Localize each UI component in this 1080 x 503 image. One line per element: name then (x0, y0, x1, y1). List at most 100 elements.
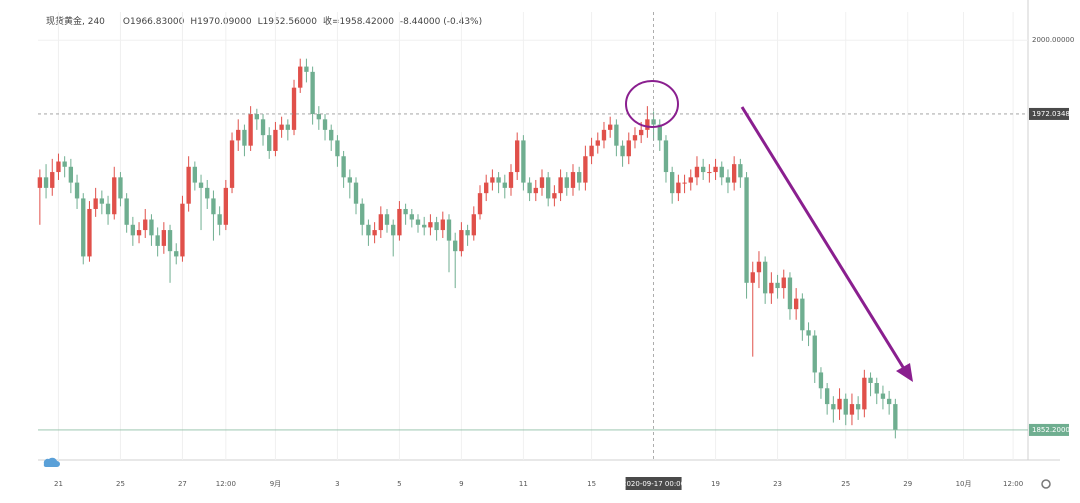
quote-change: -8.44000 (-0.43%) (399, 17, 483, 27)
x-tick-label: 25 (116, 480, 125, 488)
candle-body (186, 166, 191, 204)
candle-body (515, 140, 520, 173)
candle-body (632, 135, 638, 141)
x-tick-label: 15 (587, 480, 596, 488)
candle-body (831, 404, 836, 410)
cloud-icon (43, 457, 60, 468)
crosshair-y-box (1029, 107, 1069, 120)
candle-body (285, 124, 290, 130)
x-tick-label: 25 (841, 480, 850, 488)
candle-body (440, 219, 445, 231)
candle-body (366, 224, 371, 236)
candle-body (205, 187, 210, 199)
candle-body (353, 182, 359, 204)
candle-body (180, 203, 185, 257)
crosshair-x-box (625, 477, 682, 490)
quote-high: H1970.09000 (190, 17, 252, 27)
candle-body (818, 372, 824, 389)
candle-body (198, 182, 204, 188)
candle-body (248, 114, 253, 146)
candle-body (397, 208, 402, 236)
candle-body (824, 388, 830, 405)
candle-body (384, 214, 390, 225)
header: 现货黄金, 240 O1966.83000 H1970.09000 L1952.560… (46, 14, 488, 27)
candle-body (167, 230, 173, 252)
candle-body (229, 140, 235, 188)
settings-icon[interactable] (1041, 479, 1051, 489)
candle-body (886, 398, 892, 405)
candle-body (564, 177, 569, 188)
candle-body (415, 219, 421, 225)
candle-body (800, 298, 805, 331)
candle-body (837, 398, 842, 410)
symbol[interactable]: 现货黄金, 240 (46, 17, 105, 27)
crosshair-y-label: 1972.03482 (1032, 110, 1074, 118)
candle-body (81, 198, 86, 257)
candle-body (874, 383, 879, 394)
candle-body (713, 166, 718, 173)
candle-body (484, 182, 489, 194)
candle-body (335, 140, 340, 157)
candle-body (62, 161, 67, 167)
candle-body (105, 203, 111, 215)
candle-body (56, 161, 61, 173)
candle-body (223, 187, 229, 225)
candle-body (688, 177, 693, 183)
x-tick-label: 27 (178, 480, 187, 488)
candle-body (403, 208, 408, 215)
candle-body (496, 177, 501, 183)
candle-body (37, 177, 43, 188)
candle-body (471, 214, 476, 236)
quote-low: L1952.56000 (257, 17, 317, 27)
candle-body (217, 214, 222, 225)
candle-body (372, 230, 377, 236)
candle-body (756, 261, 762, 273)
candle-body (769, 282, 774, 294)
candle-body (893, 404, 898, 430)
candle-body (657, 124, 662, 141)
candle-body (539, 177, 545, 188)
candle-body (527, 182, 532, 194)
candle-body (700, 166, 706, 173)
arrow-head (896, 363, 913, 382)
candle-body (161, 230, 167, 246)
candle-body (781, 277, 786, 289)
candle-body (626, 140, 631, 157)
candle-body (719, 166, 724, 178)
candle-body (136, 230, 142, 236)
candle-body (360, 203, 365, 225)
candle-body (787, 277, 793, 310)
last-price-label: 1852.20000 (1032, 426, 1074, 434)
candle-body (434, 222, 439, 231)
candle-body (583, 156, 588, 183)
candle-body (645, 119, 650, 130)
candle-body (608, 124, 613, 130)
candle-body (508, 172, 514, 188)
candle-body (620, 145, 625, 157)
candle-body (322, 119, 328, 130)
candle-body (428, 222, 433, 228)
candle-body (267, 135, 272, 151)
trend-arrow (740, 106, 908, 373)
candle-body (87, 208, 92, 257)
candle-body (849, 404, 855, 415)
annotations (43, 80, 1051, 489)
candle-body (347, 177, 352, 183)
candle-body (880, 393, 886, 399)
x-tick-label: 5 (397, 480, 401, 488)
candle-body (670, 172, 675, 194)
x-tick-label: 12:00 (216, 480, 236, 488)
candle-body (409, 214, 414, 220)
candle-body (304, 66, 309, 72)
candle-body (453, 240, 458, 252)
candle-body (155, 235, 160, 246)
candle-body (812, 335, 817, 373)
candle-body (694, 166, 700, 178)
x-tick-label: 23 (773, 480, 782, 488)
candle-body (552, 193, 557, 199)
candle-body (762, 261, 768, 294)
crosshair-x-label: 2020-09-17 00:00 (622, 480, 685, 488)
candle-body (546, 177, 551, 199)
